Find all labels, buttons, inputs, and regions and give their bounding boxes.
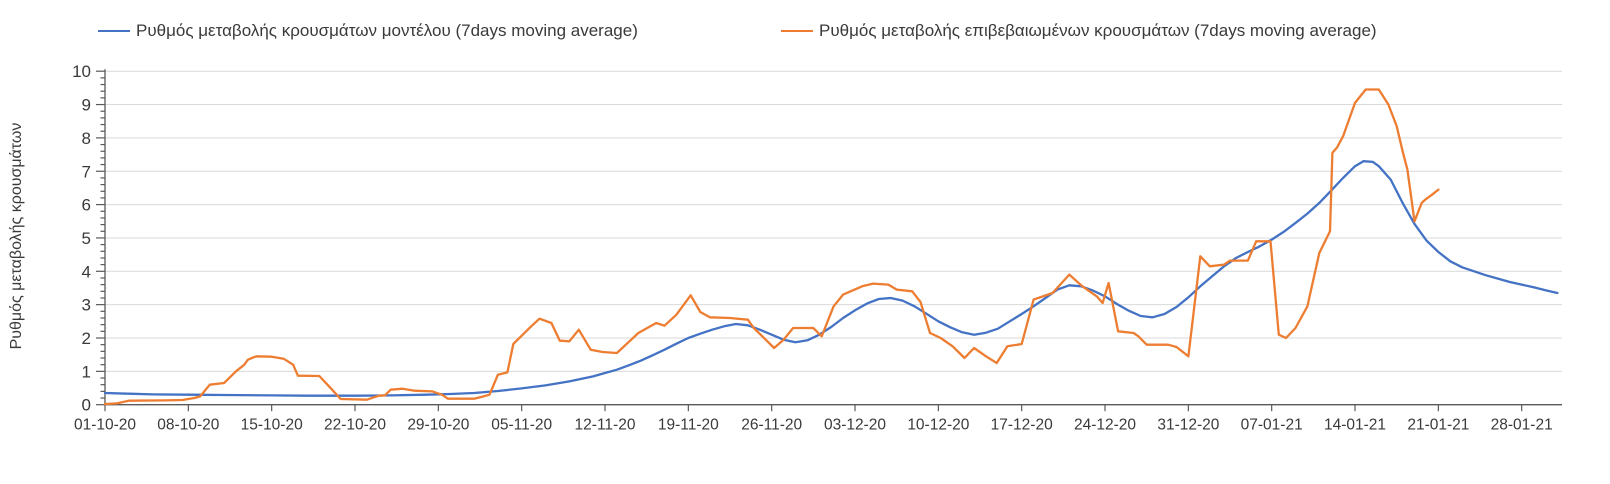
legend-item-model: Ρυθμός μεταβολής κρουσμάτων μοντέλου (7d… [98, 21, 638, 41]
y-tick-label: 6 [82, 196, 91, 215]
x-tick-label: 01-10-20 [74, 417, 136, 434]
y-tick-label: 4 [82, 262, 91, 281]
model-line-swatch [98, 30, 130, 32]
y-tick-label: 9 [82, 96, 91, 115]
y-tick-label: 10 [72, 62, 91, 81]
legend-item-confirmed: Ρυθμός μεταβολής επιβεβαιωμένων κρουσμάτ… [781, 21, 1377, 41]
x-tick-label: 29-10-20 [407, 417, 469, 434]
confirmed-line-swatch [781, 30, 813, 32]
legend-label-model: Ρυθμός μεταβολής κρουσμάτων μοντέλου (7d… [136, 21, 638, 40]
x-tick-label: 24-12-20 [1074, 417, 1136, 434]
y-tick-label: 0 [82, 396, 91, 415]
y-tick-label: 1 [82, 362, 91, 381]
y-tick-label: 5 [82, 229, 91, 248]
y-tick-label: 8 [82, 129, 91, 148]
x-tick-label: 17-12-20 [991, 417, 1053, 434]
model-series-line [103, 160, 1559, 397]
x-tick-label: 31-12-20 [1157, 417, 1219, 434]
x-tick-label: 10-12-20 [907, 417, 969, 434]
x-tick-label: 05-11-20 [491, 417, 552, 434]
confirmed-series-line [103, 88, 1440, 406]
y-tick-label: 7 [82, 162, 91, 181]
x-tick-label: 22-10-20 [324, 417, 386, 434]
x-tick-label: 26-11-20 [741, 417, 802, 434]
x-tick-label: 12-11-20 [575, 417, 636, 434]
legend-label-confirmed: Ρυθμός μεταβολής επιβεβαιωμένων κρουσμάτ… [819, 21, 1377, 40]
x-tick-label: 19-11-20 [658, 417, 719, 434]
y-axis-title: Ρυθμός μεταβολής κρουσμάτων [8, 122, 25, 350]
x-tick-label: 28-01-21 [1491, 417, 1553, 434]
x-tick-label: 14-01-21 [1324, 417, 1386, 434]
x-tick-label: 21-01-21 [1407, 417, 1469, 434]
x-tick-label: 15-10-20 [241, 417, 303, 434]
x-tick-label: 08-10-20 [157, 417, 219, 434]
x-tick-label: 03-12-20 [824, 417, 886, 434]
y-tick-label: 2 [82, 329, 91, 348]
y-tick-label: 3 [82, 296, 91, 315]
x-tick-label: 07-01-21 [1241, 417, 1303, 434]
